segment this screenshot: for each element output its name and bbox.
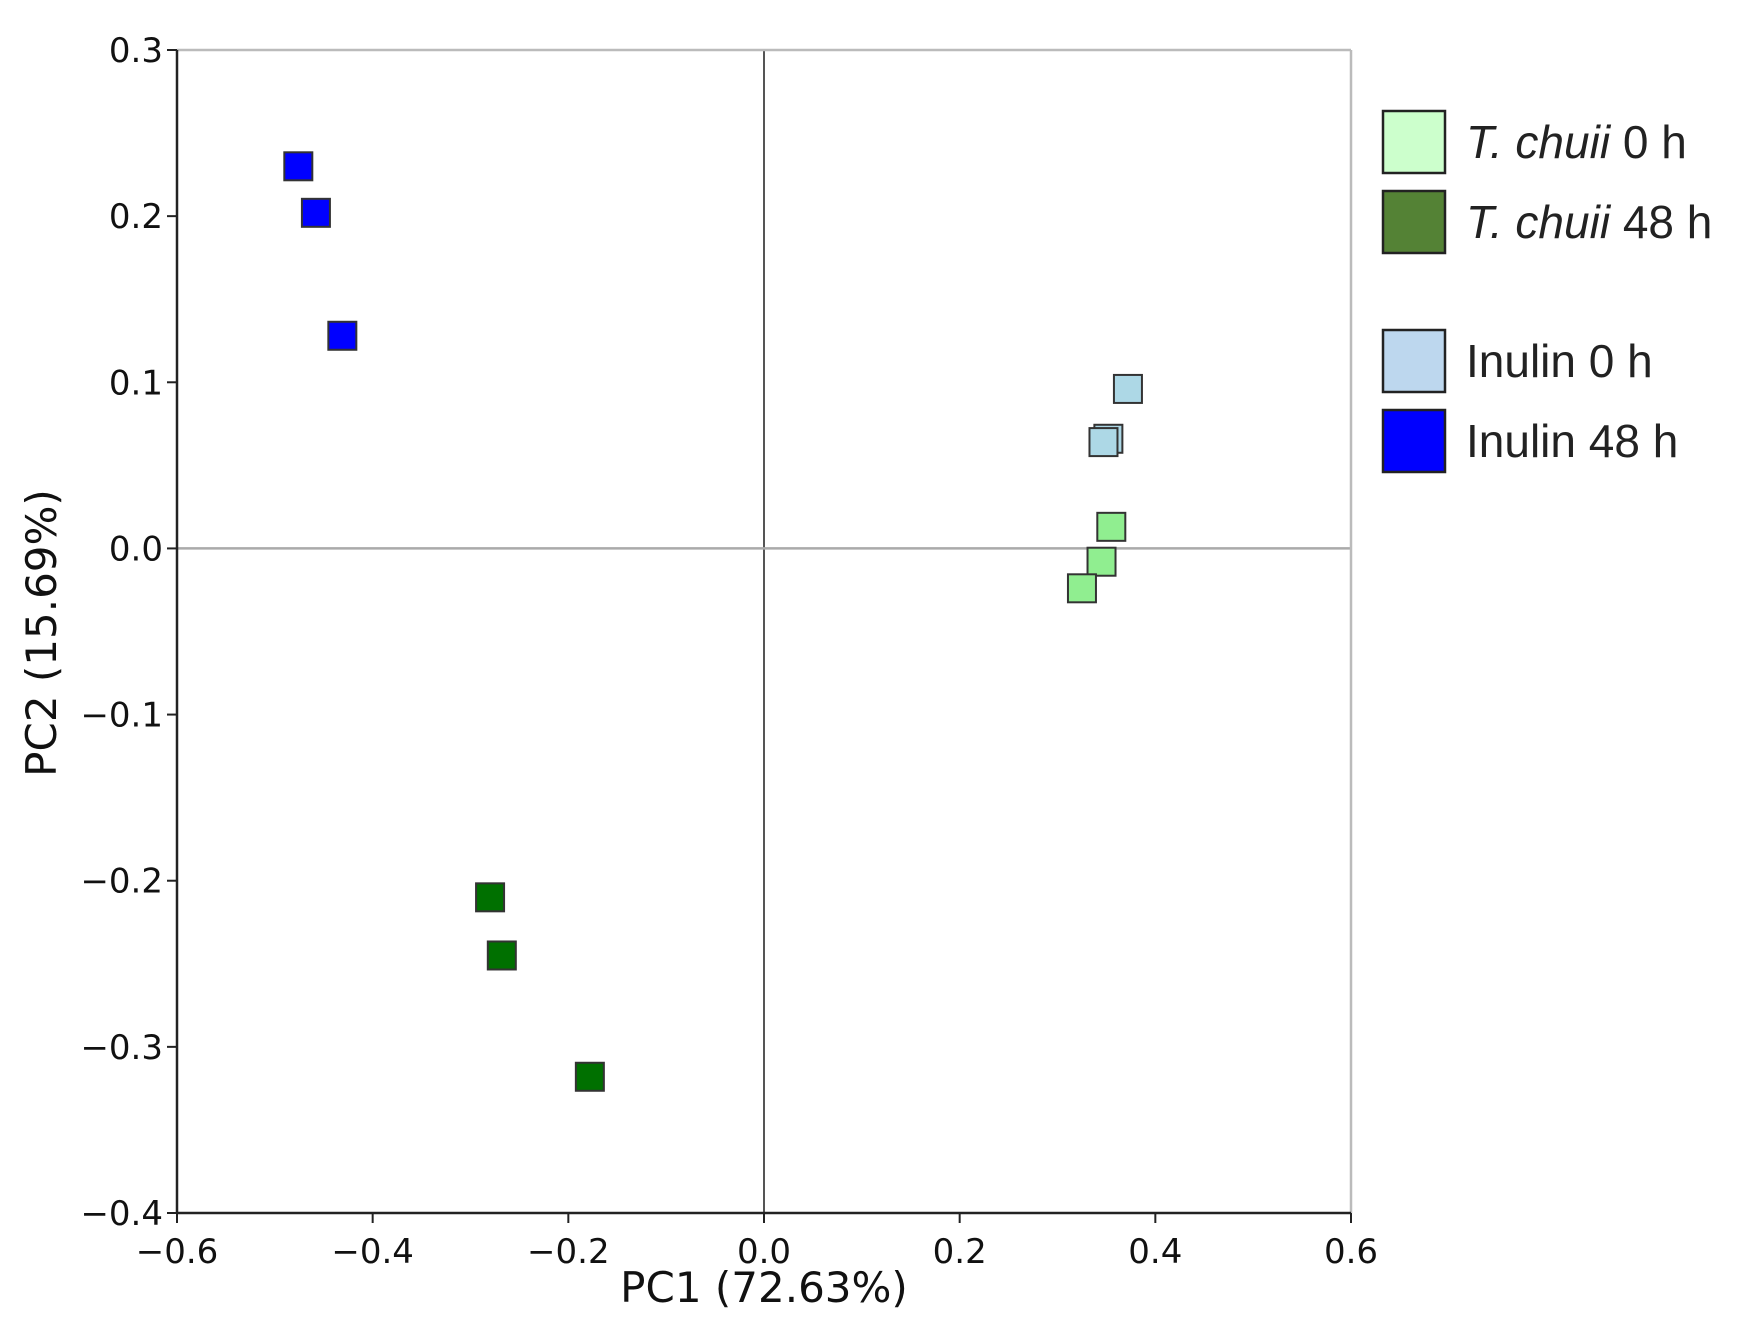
x-tick-label: −0.6 — [136, 1232, 219, 1272]
x-tick-label: 0.0 — [737, 1232, 791, 1272]
legend-label-series-3: Inulin 0 h — [1466, 335, 1653, 387]
x-tick-label: 0.6 — [1324, 1232, 1378, 1272]
legend-label-plain-part: 48 h — [1610, 196, 1712, 248]
legend-label-plain-part: Inulin 48 h — [1466, 415, 1678, 467]
legend-label-series-4: Inulin 48 h — [1466, 415, 1678, 467]
y-tick-label: 0.0 — [109, 529, 163, 569]
points-layer — [283, 151, 1143, 1092]
data-point-series-3 — [1088, 427, 1119, 458]
data-point-series-1 — [1096, 511, 1127, 542]
data-point-series-4 — [283, 151, 314, 182]
data-point-series-2 — [574, 1061, 605, 1092]
y-tick-label: 0.2 — [109, 197, 163, 237]
data-point-series-4 — [300, 197, 331, 228]
y-tick-label: 0.1 — [109, 363, 163, 403]
x-tick-label: −0.4 — [331, 1232, 414, 1272]
x-tick-label: 0.4 — [1128, 1232, 1182, 1272]
legend-label-italic-part: T. chuii — [1466, 196, 1612, 248]
y-tick-label: −0.2 — [80, 862, 163, 902]
y-tick-label: 0.3 — [109, 31, 163, 71]
legend-label-plain-part: Inulin 0 h — [1466, 335, 1653, 387]
data-point-series-3 — [1112, 373, 1143, 404]
x-tick-label: −0.2 — [527, 1232, 610, 1272]
legend-swatch-series-3 — [1381, 328, 1447, 394]
data-point-series-2 — [486, 940, 517, 971]
y-tick-label: −0.4 — [80, 1194, 163, 1234]
y-axis-title: PC2 (15.69%) — [17, 489, 66, 777]
axes-layer: −0.6 −0.4 −0.2 0.0 0.2 0.4 0.6−0.4−0.3−0.2−0.1… — [80, 31, 1378, 1272]
legend-label-plain-part: 0 h — [1610, 116, 1687, 168]
legend-swatch-series-2 — [1381, 189, 1447, 255]
legend-swatch-series-1 — [1381, 109, 1447, 175]
legend-label-series-1: T. chuii 0 h — [1466, 116, 1687, 168]
legend-label-italic-part: T. chuii — [1466, 116, 1612, 168]
legend-label-series-2: T. chuii 48 h — [1466, 196, 1712, 248]
x-axis-title: PC1 (72.63%) — [620, 1263, 908, 1312]
legend-swatch-series-4 — [1381, 408, 1447, 474]
y-tick-label: −0.1 — [80, 696, 163, 736]
y-tick-label: −0.3 — [80, 1028, 163, 1068]
x-tick-label: 0.2 — [933, 1232, 987, 1272]
data-point-series-2 — [475, 882, 506, 913]
data-point-series-1 — [1066, 573, 1097, 604]
data-point-series-4 — [327, 320, 358, 351]
data-point-series-1 — [1086, 546, 1117, 577]
